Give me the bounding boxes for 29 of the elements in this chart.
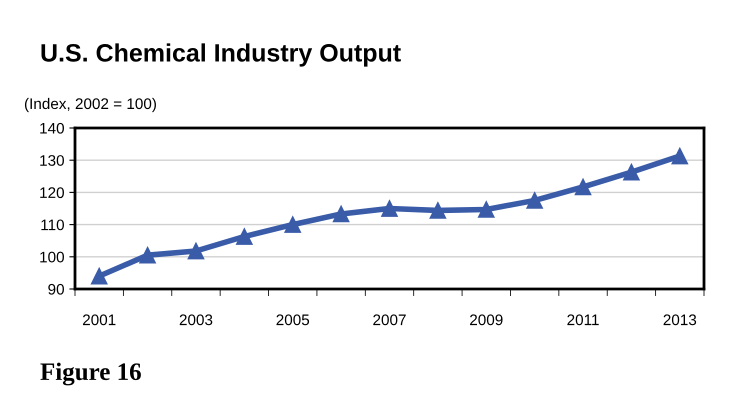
point bbox=[623, 164, 640, 180]
caption: Figure 16 bbox=[40, 362, 141, 386]
x-tick-label: 2009 bbox=[470, 314, 503, 326]
x-tick-label: 2013 bbox=[664, 314, 696, 326]
y-tick-label: 100 bbox=[40, 252, 64, 262]
y-tick-label: 140 bbox=[40, 122, 64, 134]
point bbox=[236, 228, 253, 245]
y-tick-label: 90 bbox=[48, 284, 64, 295]
point bbox=[139, 246, 156, 264]
point bbox=[90, 268, 108, 284]
point bbox=[430, 202, 446, 219]
point bbox=[526, 192, 543, 209]
point bbox=[188, 242, 204, 260]
point bbox=[332, 206, 350, 222]
x-tick-label: 2011 bbox=[567, 314, 599, 326]
x-tick-label: 2001 bbox=[82, 314, 116, 326]
x-tick-label: 2003 bbox=[180, 314, 212, 326]
point bbox=[381, 200, 398, 217]
point bbox=[574, 178, 592, 196]
x-tick-label: 2005 bbox=[276, 314, 310, 326]
chart-title: U.S. Chemical Industry Output bbox=[42, 43, 401, 67]
point bbox=[284, 216, 302, 233]
y-tick-label: 130 bbox=[40, 155, 64, 166]
y-axis-title: (Index, 2002 = 100) bbox=[24, 98, 156, 112]
point bbox=[478, 201, 495, 218]
x-tick-label: 2007 bbox=[373, 314, 406, 326]
y-tick-label: 120 bbox=[40, 187, 64, 198]
y-tick-label: 110 bbox=[41, 219, 64, 230]
point bbox=[671, 148, 688, 164]
